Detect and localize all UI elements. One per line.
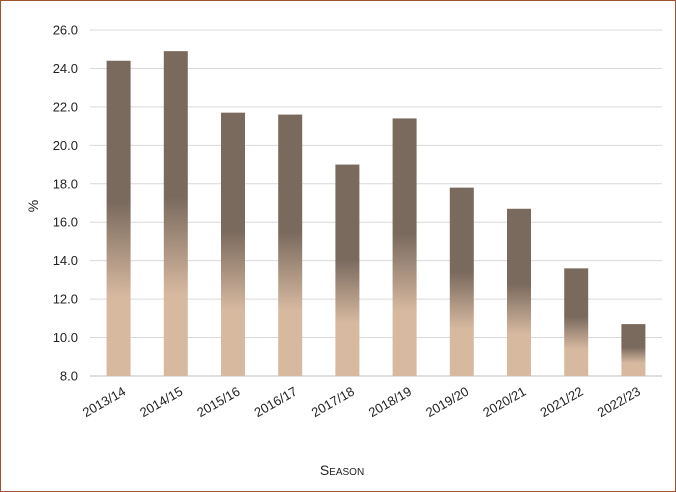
bar xyxy=(449,187,474,376)
y-tick-label: 14.0 xyxy=(53,253,78,268)
x-tick-label: 2013/14 xyxy=(80,384,128,420)
y-tick-label: 24.0 xyxy=(53,61,78,76)
bar xyxy=(335,164,360,376)
bar xyxy=(221,112,245,377)
y-tick-label: 10.0 xyxy=(53,330,78,345)
x-tick-label: 2021/22 xyxy=(537,384,585,420)
x-tick-label: 2020/21 xyxy=(480,384,528,420)
x-tick-labels: 2013/14 2014/15 2015/16 2016/17 2017/18 2018/… xyxy=(80,384,643,420)
y-tick-label: 26.0 xyxy=(53,23,78,38)
y-tick-label: 22.0 xyxy=(53,99,78,114)
y-tick-label: 16.0 xyxy=(53,215,78,230)
y-axis-title: % xyxy=(25,200,41,212)
bars xyxy=(106,51,646,377)
x-tick-label: 2022/23 xyxy=(595,384,643,420)
y-tick-label: 12.0 xyxy=(53,292,78,307)
x-axis-title: Season xyxy=(320,462,364,478)
x-tick-label: 2015/16 xyxy=(194,384,242,420)
bar xyxy=(163,51,188,377)
bar xyxy=(106,60,131,376)
bar xyxy=(507,208,531,376)
x-tick-label: 2016/17 xyxy=(251,384,299,420)
bar xyxy=(564,268,589,376)
bar xyxy=(621,324,646,376)
bar xyxy=(392,118,417,376)
x-tick-label: 2019/20 xyxy=(423,384,471,420)
bar xyxy=(278,114,303,377)
x-tick-label: 2017/18 xyxy=(309,384,357,420)
y-tick-label: 20.0 xyxy=(53,138,78,153)
y-tick-label: 18.0 xyxy=(53,176,78,191)
y-tick-label: 8.0 xyxy=(60,369,78,384)
x-tick-label: 2018/19 xyxy=(366,384,414,420)
y-tick-labels: 8.0 10.0 12.0 14.0 16.0 18.0 20.0 22.0 24.0 26.0 xyxy=(53,23,78,384)
x-tick-label: 2014/15 xyxy=(137,384,185,420)
